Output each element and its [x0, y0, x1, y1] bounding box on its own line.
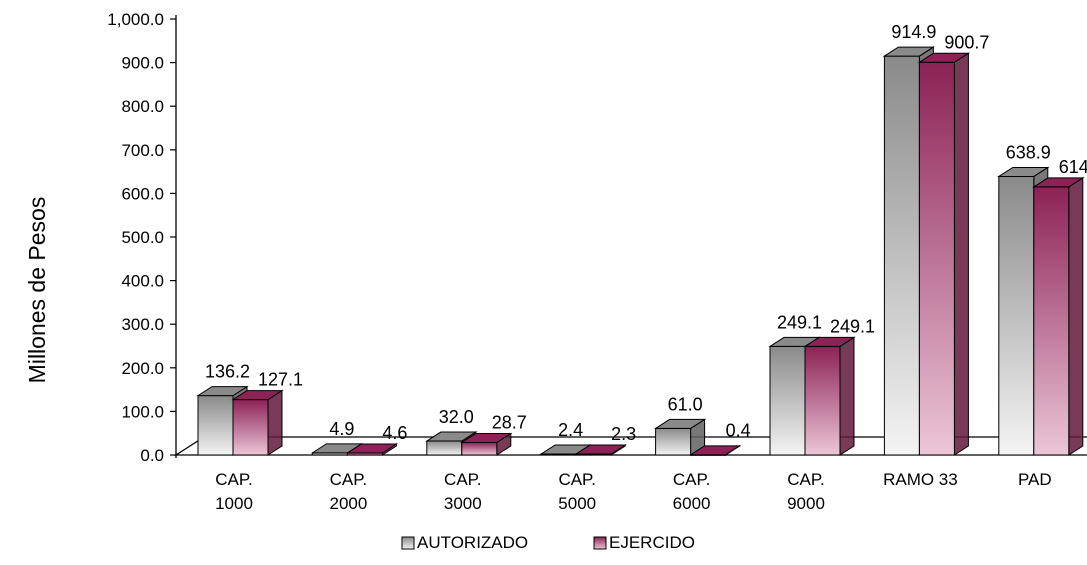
data-label: 4.9: [329, 419, 354, 439]
data-label: 249.1: [777, 312, 822, 332]
data-label: 614.9: [1059, 157, 1087, 177]
bar-side: [839, 336, 855, 456]
data-label: 2.4: [558, 420, 583, 440]
data-label: 127.1: [258, 370, 303, 390]
category-label: PAD: [1018, 470, 1052, 489]
category-label: 3000: [444, 494, 482, 513]
bar-top: [231, 390, 284, 401]
bar-side: [267, 389, 283, 456]
bar-top: [345, 443, 399, 454]
bar-autorizado: [655, 427, 692, 456]
bar-autorizado: [426, 440, 463, 456]
data-label: 136.2: [205, 362, 250, 382]
data-label: 249.1: [830, 316, 875, 336]
legend-label: AUTORIZADO: [417, 533, 528, 552]
y-tick-label: 100.0: [121, 402, 164, 421]
category-label: 5000: [558, 494, 596, 513]
y-tick-label: 800.0: [121, 97, 164, 116]
bar-side: [1068, 176, 1084, 456]
bar-autorizado: [883, 55, 920, 456]
bar-top: [425, 431, 478, 442]
data-label: 61.0: [668, 394, 703, 414]
bar-top: [1032, 177, 1085, 188]
y-tick-label: 0.0: [140, 446, 164, 465]
bar-top: [688, 445, 742, 456]
bar-side: [953, 52, 969, 456]
bar-ejercido: [804, 345, 841, 456]
bar-ejercido: [461, 441, 498, 456]
bar-autorizado: [998, 175, 1035, 456]
data-label: 0.4: [726, 420, 751, 440]
category-label: 9000: [787, 494, 825, 513]
bar-ejercido: [232, 399, 269, 456]
bar-top: [653, 418, 707, 429]
data-label: 4.6: [382, 423, 407, 443]
data-label: 2.3: [611, 424, 636, 444]
y-tick-label: 700.0: [121, 141, 164, 160]
data-label: 900.7: [944, 32, 989, 52]
legend-swatch: [593, 536, 607, 550]
category-label: 1000: [215, 494, 253, 513]
y-tick-label: 400.0: [121, 272, 164, 291]
bar-ejercido: [1033, 186, 1070, 456]
bar-top: [196, 386, 249, 397]
category-label: 6000: [673, 494, 711, 513]
y-tick-label: 200.0: [121, 359, 164, 378]
legend-label: EJERCIDO: [609, 533, 695, 552]
category-label: RAMO 33: [883, 470, 958, 489]
bar-top: [574, 444, 627, 455]
data-label: 32.0: [439, 407, 474, 427]
bar-autorizado: [197, 395, 234, 456]
category-label: 2000: [329, 494, 367, 513]
bar-top: [803, 336, 856, 347]
bar-top: [460, 432, 513, 443]
y-tick-label: 300.0: [121, 315, 164, 334]
y-axis-title: Millones de Pesos: [24, 197, 50, 384]
category-label: CAP.: [787, 470, 825, 489]
category-label: CAP.: [444, 470, 482, 489]
legend-swatch: [401, 536, 415, 550]
category-label: CAP.: [558, 470, 596, 489]
data-label: 914.9: [891, 22, 936, 42]
y-tick-label: 1,000.0: [107, 10, 164, 29]
y-tick-label: 900.0: [121, 54, 164, 73]
bar-top: [882, 46, 936, 57]
bar-ejercido: [918, 61, 955, 456]
bar-autorizado: [769, 345, 806, 456]
data-label: 638.9: [1006, 142, 1051, 162]
category-label: CAP.: [330, 470, 368, 489]
category-label: CAP.: [673, 470, 711, 489]
data-label: 28.7: [492, 412, 527, 432]
category-label: CAP.: [215, 470, 253, 489]
y-tick-label: 500.0: [121, 228, 164, 247]
y-tick-label: 600.0: [121, 184, 164, 203]
bar-top: [997, 166, 1050, 177]
bar-top: [917, 52, 971, 63]
